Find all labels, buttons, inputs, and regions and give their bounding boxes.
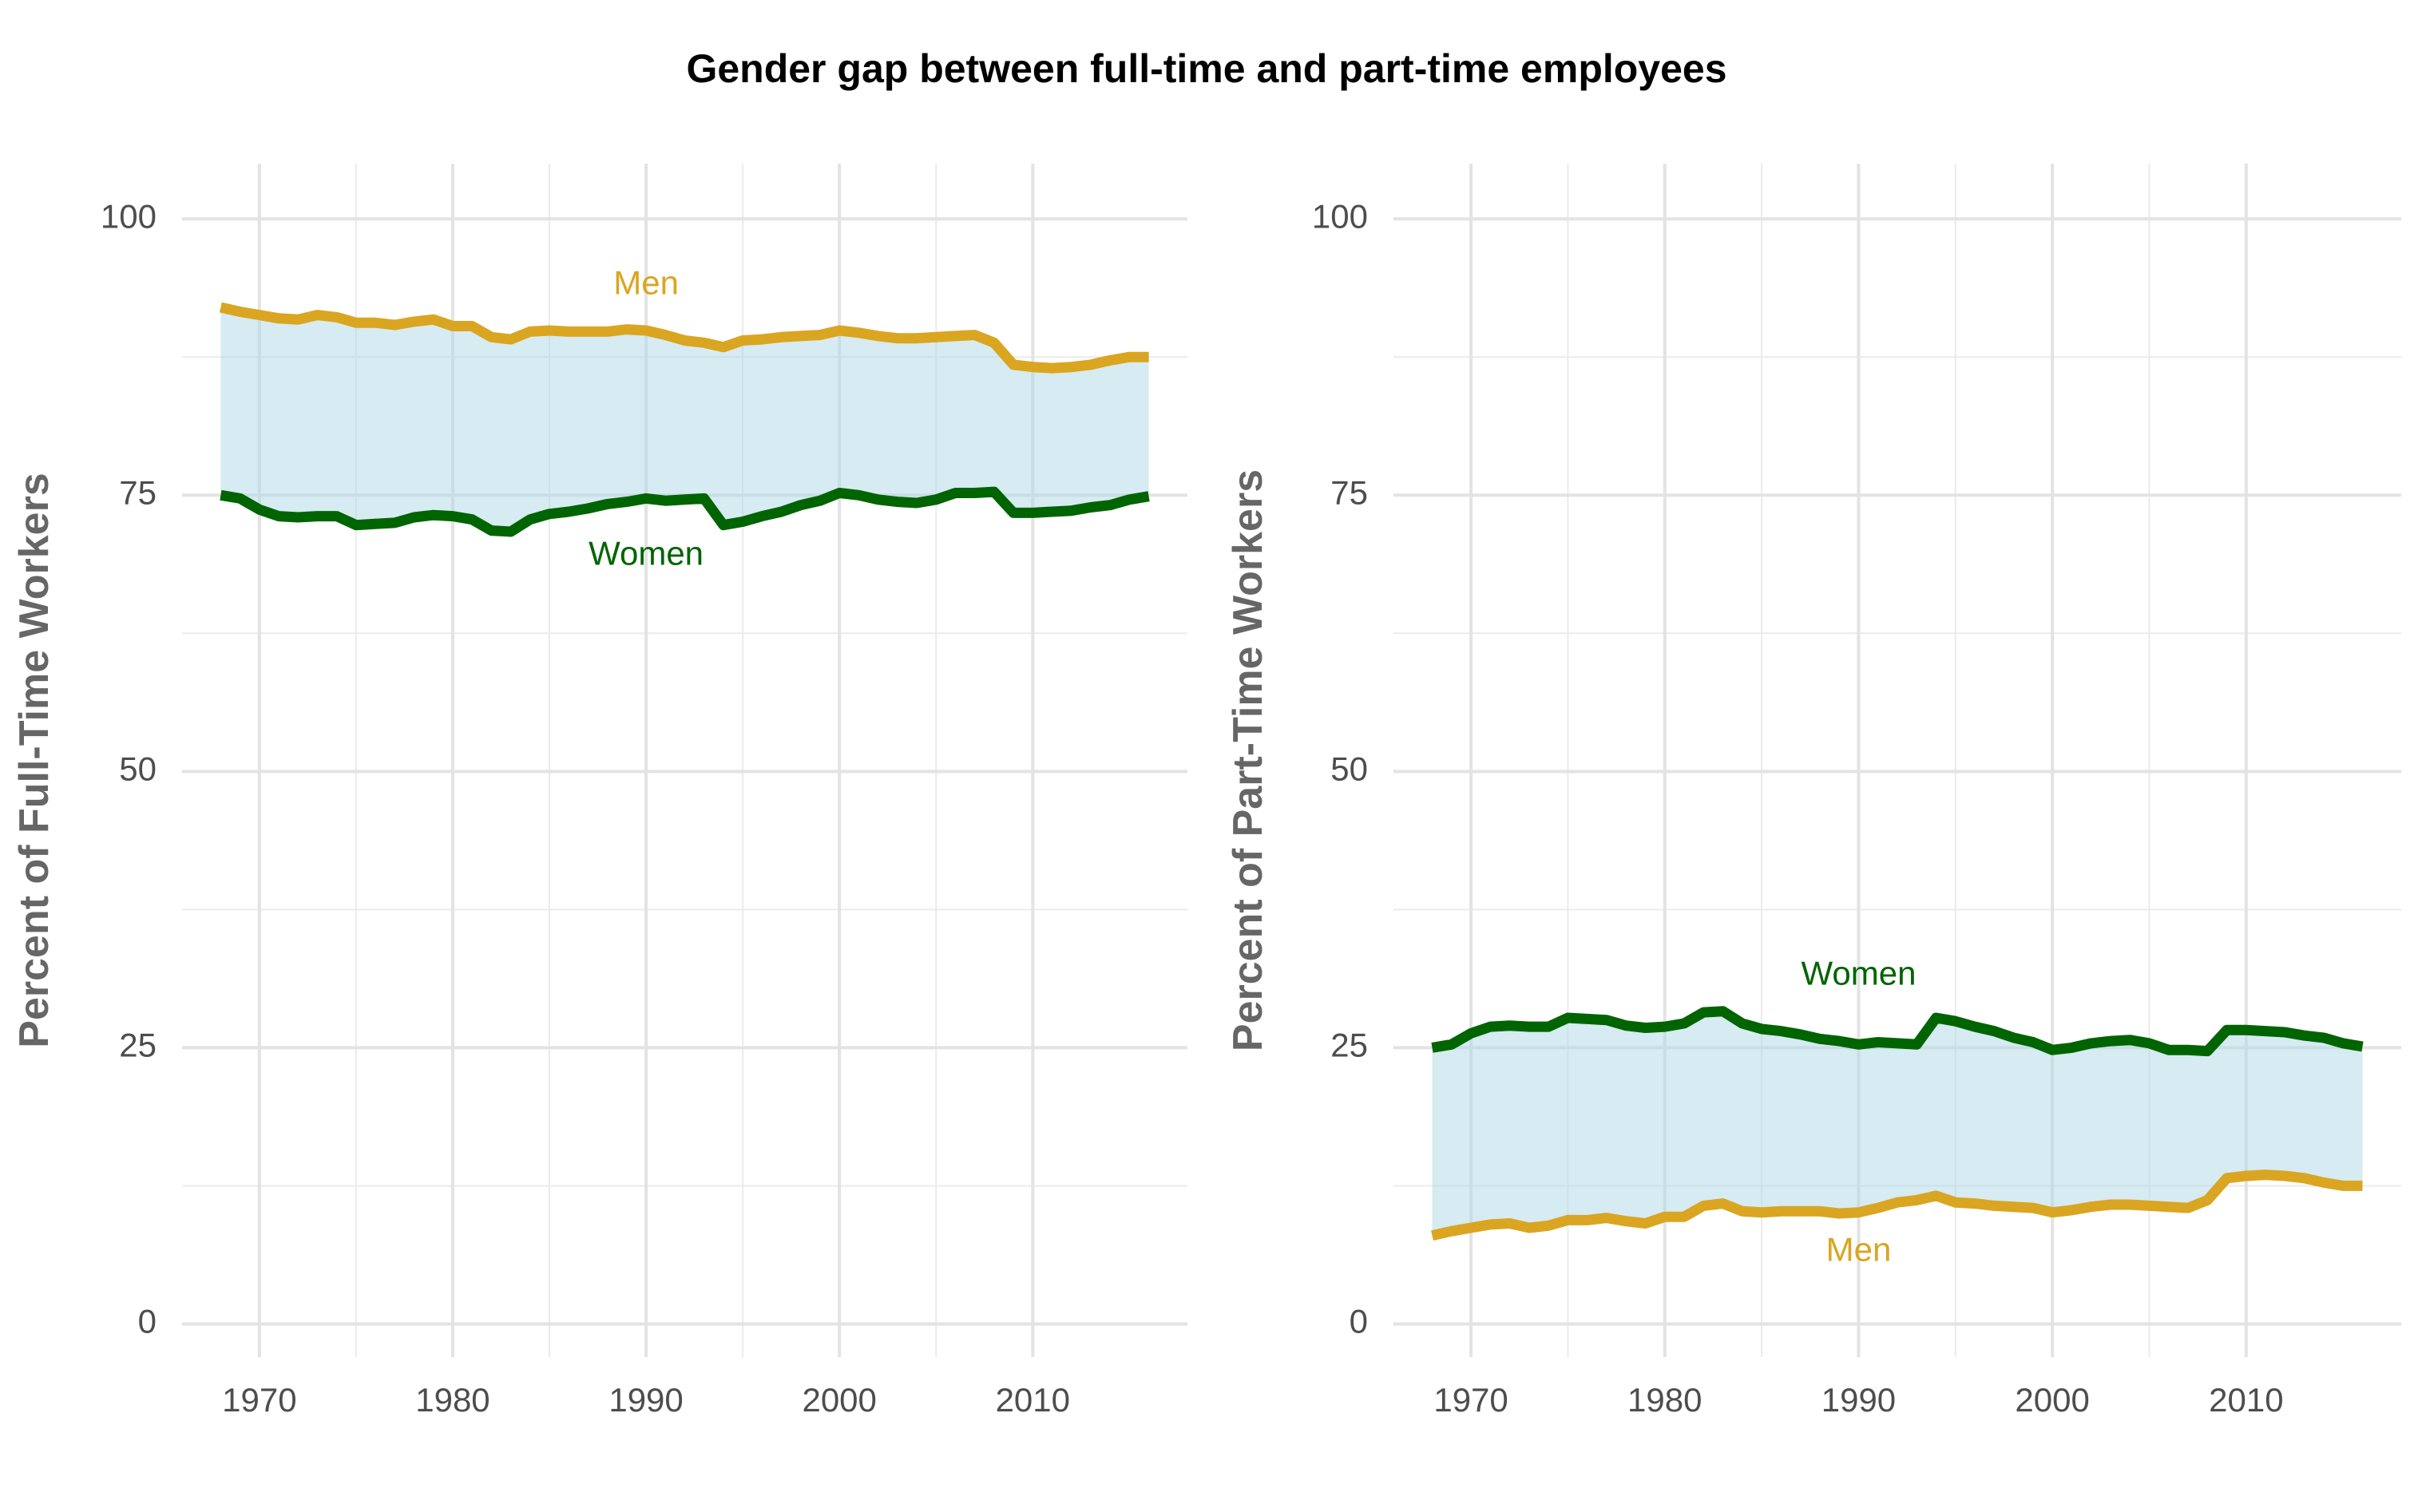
series-label-women: Women	[589, 535, 704, 572]
x-tick-label: 1980	[415, 1381, 490, 1419]
x-tick-label: 2000	[802, 1381, 876, 1419]
series-label-men: Men	[613, 263, 679, 301]
series-line-women	[1431, 1006, 2364, 1057]
y-axis-title: Percent of Full-Time Workers	[11, 473, 57, 1047]
y-tick-label: 100	[1312, 197, 1368, 235]
x-tick-label: 1970	[1433, 1381, 1508, 1419]
series-label-women: Women	[1801, 955, 1916, 992]
y-tick-label: 100	[101, 197, 157, 235]
x-tick-label: 1990	[608, 1381, 683, 1419]
series-label-men: Men	[1826, 1231, 1892, 1269]
x-tick-label: 1980	[1627, 1381, 1702, 1419]
chart-title: Gender gap between full-time and part-ti…	[686, 46, 1726, 91]
y-tick-label: 50	[1330, 750, 1368, 787]
x-tick-label: 1990	[1821, 1381, 1896, 1419]
gap-ribbon	[220, 307, 1149, 532]
y-tick-label: 0	[138, 1303, 157, 1340]
x-tick-label: 2000	[2015, 1381, 2089, 1419]
series-line-men	[1431, 1170, 2363, 1241]
series-line-men	[219, 302, 1149, 374]
chart-panel-1: Men Women 0 25 50 75 100 1970 1980 1990 2000 2010 Pe…	[11, 164, 1187, 1419]
chart-panel-2: Women Men 0 25 50 75 100 1970 1980 1990 2000 2010 Pe…	[1225, 164, 2401, 1419]
y-axis-title: Percent of Part-Time Workers	[1225, 469, 1271, 1051]
series-line-women	[220, 486, 1150, 537]
y-tick-label: 50	[119, 750, 157, 787]
y-tick-label: 25	[1330, 1027, 1368, 1064]
x-tick-label: 1970	[222, 1381, 296, 1419]
x-tick-label: 2010	[2209, 1381, 2283, 1419]
x-tick-label: 2010	[996, 1381, 1070, 1419]
y-tick-label: 75	[1330, 473, 1368, 511]
y-tick-label: 25	[119, 1027, 157, 1064]
y-tick-label: 0	[1350, 1303, 1368, 1340]
y-tick-label: 75	[119, 473, 157, 511]
gap-ribbon	[1432, 1011, 2363, 1236]
